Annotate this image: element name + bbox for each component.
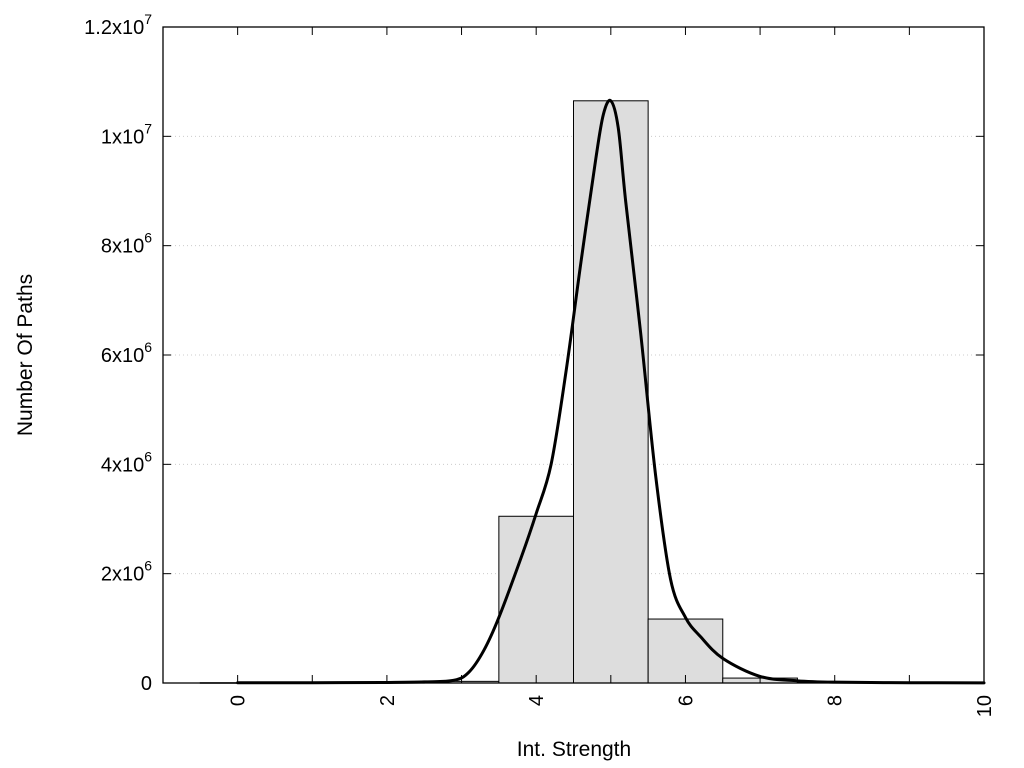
y-tick-base: 1.2x10: [84, 17, 144, 39]
x-tick-label-1: 2: [377, 695, 399, 706]
y-tick-base: 1x10: [101, 126, 144, 148]
x-tick-label-3: 6: [675, 695, 697, 706]
histogram-bars: [199, 100, 948, 684]
y-tick-exponent: 6: [144, 558, 152, 574]
y-tick-exponent: 6: [144, 448, 152, 464]
y-tick-label-6: 1.2x107: [84, 11, 152, 39]
y-axis-title: Number Of Paths: [14, 274, 37, 436]
y-tick-label-1: 2x106: [101, 558, 152, 586]
y-tick-label-2: 4x106: [101, 448, 152, 476]
y-tick-label-5: 1x107: [101, 120, 152, 148]
axis-ticks: [163, 26, 985, 684]
bar-6: [647, 618, 724, 684]
y-tick-base: 6x10: [101, 345, 144, 367]
x-tick-label-4: 8: [825, 695, 847, 706]
y-tick-base: 2x10: [101, 564, 144, 586]
fit-curve: [236, 98, 986, 685]
y-tick-label-4: 8x106: [101, 230, 152, 258]
x-tick-labels: 0 2 4 6 8 10: [228, 695, 996, 717]
x-tick-label-2: 4: [526, 695, 548, 706]
bar-5: [573, 100, 649, 684]
bar-4: [498, 515, 575, 684]
y-tick-exponent: 6: [144, 230, 152, 246]
y-tick-base: 8x10: [101, 236, 144, 258]
y-tick-exponent: 7: [144, 120, 152, 136]
y-tick-base: 0: [141, 673, 152, 695]
y-tick-exponent: 7: [144, 11, 152, 27]
x-axis-title: Int. Strength: [517, 738, 631, 761]
fit-curve-layer: [236, 98, 986, 685]
x-tick-label-5: 10: [974, 695, 996, 717]
y-tick-base: 4x10: [101, 454, 144, 476]
y-tick-label-0: 0: [141, 673, 152, 695]
y-tick-exponent: 6: [144, 339, 152, 355]
y-tick-label-3: 6x106: [101, 339, 152, 367]
x-tick-label-0: 0: [228, 695, 250, 706]
grid-lines: [163, 135, 984, 575]
